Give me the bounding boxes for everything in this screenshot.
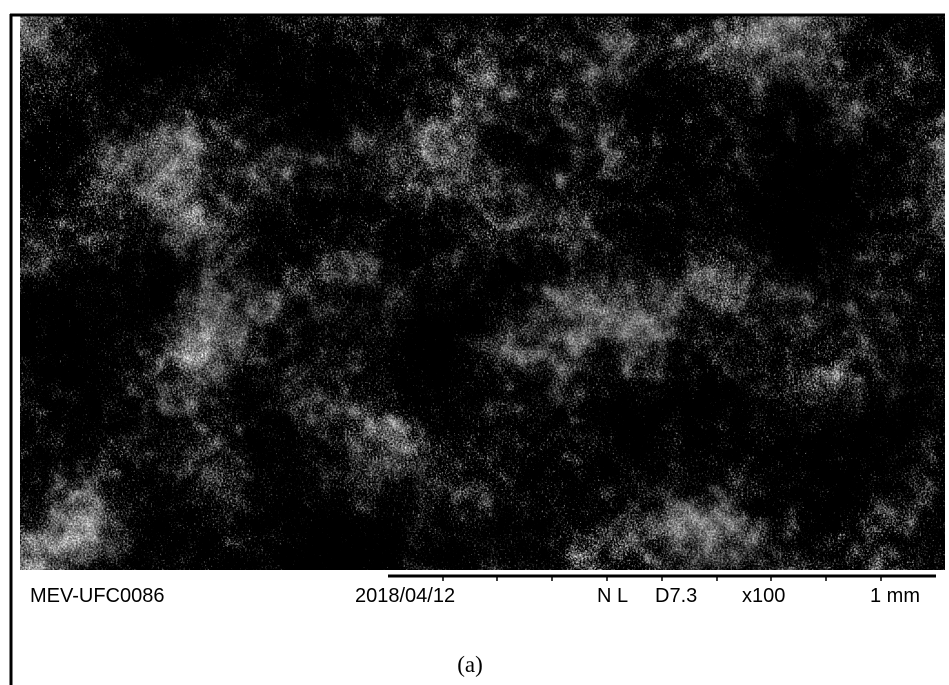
caption: (a) <box>457 652 483 677</box>
magnification: x100 <box>742 585 785 607</box>
mode: N L <box>597 585 628 607</box>
sem-image <box>20 15 945 570</box>
figure: MEV-UFC0086 2018/04/12 N L D7.3 x100 1 m… <box>0 0 949 685</box>
distance: D7.3 <box>655 585 697 607</box>
sample-id: MEV-UFC0086 <box>30 585 165 607</box>
scale-bar <box>388 576 936 581</box>
scale: 1 mm <box>870 585 920 607</box>
date: 2018/04/12 <box>355 585 455 607</box>
